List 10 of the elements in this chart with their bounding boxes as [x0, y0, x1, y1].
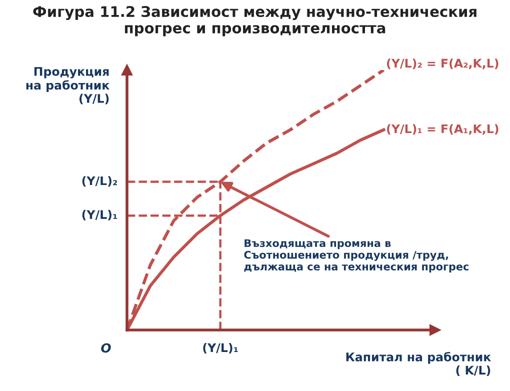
chart-title: Фигура 11.2 Зависимост между научно-техническия прогрес и производителността: [33, 6, 476, 36]
ref-line-label: (Y/L)₂: [82, 176, 117, 187]
y-axis-title: Продукция на работник (Y/L): [26, 67, 110, 104]
series-label: (Y/L)₂ = F(A₂,K,L): [387, 58, 498, 70]
annotation: Възходящата промяна в Съотношението продукция /труд, дължаща се на техническия прогрес: [244, 239, 468, 272]
series-label: (Y/L)₁ = F(A₁,K,L): [387, 124, 498, 135]
text: O: [101, 343, 111, 353]
x-axis-title: Капитал на работник ( K/L): [346, 352, 491, 376]
ref-line-label: (Y/L)₁: [82, 210, 117, 220]
text: (Y/L)₁: [203, 343, 238, 354]
